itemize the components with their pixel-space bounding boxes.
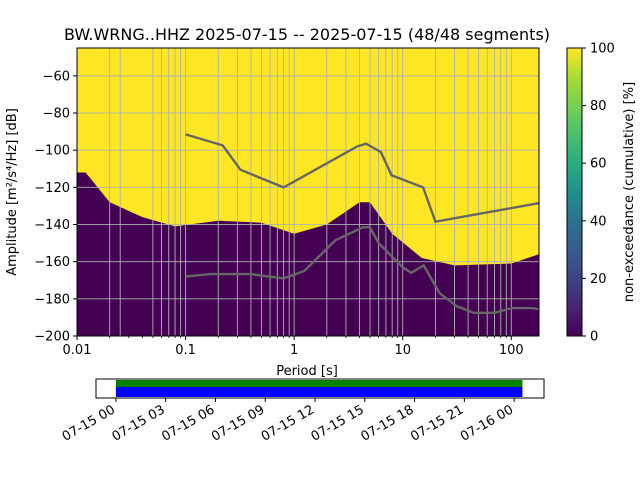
- colorbar-label: non-exceedance (cumulative) [%]: [622, 82, 637, 302]
- new-high-noise-model-line: [185, 133, 539, 224]
- x-tick-label: 0.01: [63, 343, 92, 358]
- colorbar-ticks: 0 20 40 60 80 100: [582, 42, 615, 345]
- colorbar: 0 20 40 60 80 100 non-exceedance (cumulative)…: [566, 42, 637, 345]
- vertical-grid: [109, 48, 512, 336]
- x-axis-label: Period [s]: [276, 364, 338, 379]
- y-tick-label: −140: [34, 218, 70, 233]
- colorbar-gradient: [566, 47, 583, 337]
- timeline-tick-label: 07-15 06: [159, 402, 217, 444]
- noise-model-curves: [185, 133, 539, 314]
- timeline-bars: [115, 380, 523, 397]
- plot-frame: [76, 47, 540, 337]
- y-tick-label: −60: [43, 69, 70, 84]
- timeline-tick-label: 07-15 15: [309, 402, 367, 444]
- colorbar-tick-label: 80: [590, 99, 607, 114]
- colorbar-tick-label: 40: [590, 214, 607, 229]
- plot-area: [77, 48, 539, 336]
- timeline-tick-label: 07-16 00: [458, 402, 516, 444]
- x-axis: 0.01 0.1 1 10 100: [63, 336, 524, 358]
- x-tick-label: 0.1: [175, 343, 196, 358]
- y-tick-label: −120: [34, 181, 70, 196]
- colorbar-tick-label: 0: [590, 330, 598, 345]
- colorbar-tick-label: 60: [590, 157, 607, 172]
- x-tick-label: 1: [290, 343, 298, 358]
- timeline-tick-label: 07-15 12: [259, 402, 317, 444]
- timeline-tick-label: 07-15 09: [209, 402, 267, 444]
- horizontal-grid: [77, 75, 539, 336]
- chart-title: BW.WRNG..HHZ 2025-07-15 -- 2025-07-15 (4…: [64, 25, 550, 44]
- x-tick-label: 10: [394, 343, 411, 358]
- timeline-tick-label: 07-15 03: [110, 402, 168, 444]
- timeline-segment-bar: [115, 387, 523, 397]
- y-axis-label: Amplitude [m²/s⁴/Hz] [dB]: [5, 108, 20, 276]
- new-low-noise-model-line: [185, 226, 539, 314]
- colorbar-tick-label: 100: [590, 42, 615, 57]
- y-tick-label: −200: [34, 330, 70, 345]
- timeline-tick-label: 07-15 21: [408, 402, 466, 444]
- x-tick-label: 100: [499, 343, 524, 358]
- colorbar-tick-label: 20: [590, 272, 607, 287]
- timeline-coverage-bar: [115, 380, 523, 387]
- y-axis: −200 −180 −160 −140 −120 −100 −80 −60: [34, 69, 77, 345]
- band-low: [77, 172, 539, 336]
- y-tick-label: −100: [34, 144, 70, 159]
- y-tick-label: −160: [34, 255, 70, 270]
- y-tick-label: −80: [43, 107, 70, 122]
- timeline-tick-label: 07-15 18: [358, 402, 416, 444]
- timeline-tick-label: 07-15 00: [60, 402, 118, 444]
- y-tick-label: −180: [34, 292, 70, 307]
